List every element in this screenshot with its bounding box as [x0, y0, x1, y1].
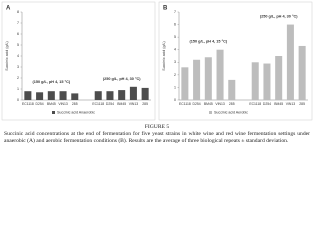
y-axis-label: Succinic acid (g/L): [162, 41, 166, 70]
y-tick-label: 2: [174, 73, 176, 77]
y-tick-label: 3: [17, 65, 19, 69]
bar: [71, 93, 79, 100]
bar: [47, 91, 55, 100]
x-tick-label: EC1118: [22, 102, 34, 106]
bar: [118, 90, 126, 100]
y-tick-label: 5: [174, 35, 176, 39]
bar: [106, 91, 114, 100]
y-tick-label: 5: [17, 43, 19, 47]
x-tick-label: VIN13: [129, 102, 139, 106]
x-tick-label: 285: [72, 102, 78, 106]
y-tick-label: 8: [17, 10, 19, 14]
group-annotation: (150 g/L, pH 4, 15 °C): [33, 80, 71, 84]
x-tick-label: D254: [106, 102, 114, 106]
legend-swatch: [52, 111, 55, 114]
bar: [141, 87, 149, 100]
bar: [24, 91, 32, 100]
panel-letter: A: [6, 6, 11, 12]
y-tick-label: 7: [174, 10, 176, 14]
y-tick-label: 1: [174, 85, 176, 89]
x-tick-label: EC1118: [92, 102, 104, 106]
bar: [286, 24, 294, 101]
x-tick-label: 285: [299, 102, 305, 106]
y-tick-label: 0: [17, 98, 19, 102]
y-tick-label: 2: [17, 76, 19, 80]
figure-caption-block: FIGURE 5 Succinic acid concentrations at…: [4, 124, 310, 145]
bar: [204, 57, 212, 100]
x-tick-label: VIN13: [286, 102, 296, 106]
x-tick-label: D254: [193, 102, 201, 106]
y-tick-label: 3: [174, 60, 176, 64]
y-tick-label: 7: [17, 21, 19, 25]
group-annotation: (150 g/L, pH 4, 15 °C): [190, 40, 228, 44]
y-axis-label: Succinic acid (g/L): [5, 41, 9, 70]
y-tick-label: 6: [17, 32, 19, 36]
x-tick-label: BM45: [274, 102, 283, 106]
bar: [94, 91, 102, 100]
y-tick-label: 4: [17, 54, 19, 58]
x-tick-label: EC1118: [249, 102, 261, 106]
x-tick-label: BM45: [47, 102, 56, 106]
bar: [181, 67, 189, 100]
x-tick-label: VIN13: [58, 102, 68, 106]
legend-label: Succinic acid Aerobic: [214, 111, 248, 115]
bar: [251, 62, 259, 100]
x-tick-label: BM45: [204, 102, 213, 106]
x-tick-label: 285: [229, 102, 235, 106]
bar: [59, 91, 67, 100]
y-tick-label: 1: [17, 87, 19, 91]
figure-caption: Succinic acid concentrations at the end …: [4, 131, 310, 144]
bar: [275, 56, 283, 100]
group-annotation: (250 g/L, pH 4, 30 °C): [260, 15, 298, 19]
panel-letter: B: [163, 6, 168, 12]
group-annotation: (250 g/L, pH 4, 30 °C): [103, 77, 141, 81]
bar: [228, 79, 236, 100]
bar: [36, 92, 44, 100]
y-tick-label: 0: [174, 98, 176, 102]
x-tick-label: EC1118: [179, 102, 191, 106]
y-tick-label: 4: [174, 48, 176, 52]
figure-label: FIGURE 5: [144, 124, 170, 130]
bar: [129, 86, 137, 100]
bar: [263, 63, 271, 100]
bar: [298, 45, 306, 100]
x-tick-label: VIN13: [215, 102, 225, 106]
panel-frame: [1, 1, 156, 121]
legend-label: Succinic acid Anaerobic: [57, 111, 95, 115]
page: A Succinic acid (g/L) 0 1 2 3 4 5 6 7 8 Succinic ac…: [1, 1, 313, 145]
x-tick-label: D254: [263, 102, 271, 106]
x-tick-label: BM45: [117, 102, 126, 106]
x-tick-label: 285: [142, 102, 148, 106]
bar: [216, 49, 224, 100]
y-tick-label: 6: [174, 23, 176, 27]
panel-frame: [158, 1, 313, 121]
figure-panels: A Succinic acid (g/L) 0 1 2 3 4 5 6 7 8 Succinic ac…: [1, 1, 313, 121]
legend-swatch: [209, 111, 212, 114]
x-tick-label: D254: [36, 102, 44, 106]
bar: [193, 59, 201, 100]
